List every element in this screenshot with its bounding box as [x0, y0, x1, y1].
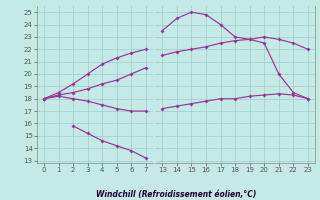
Text: Windchill (Refroidissement éolien,°C): Windchill (Refroidissement éolien,°C): [96, 190, 256, 199]
